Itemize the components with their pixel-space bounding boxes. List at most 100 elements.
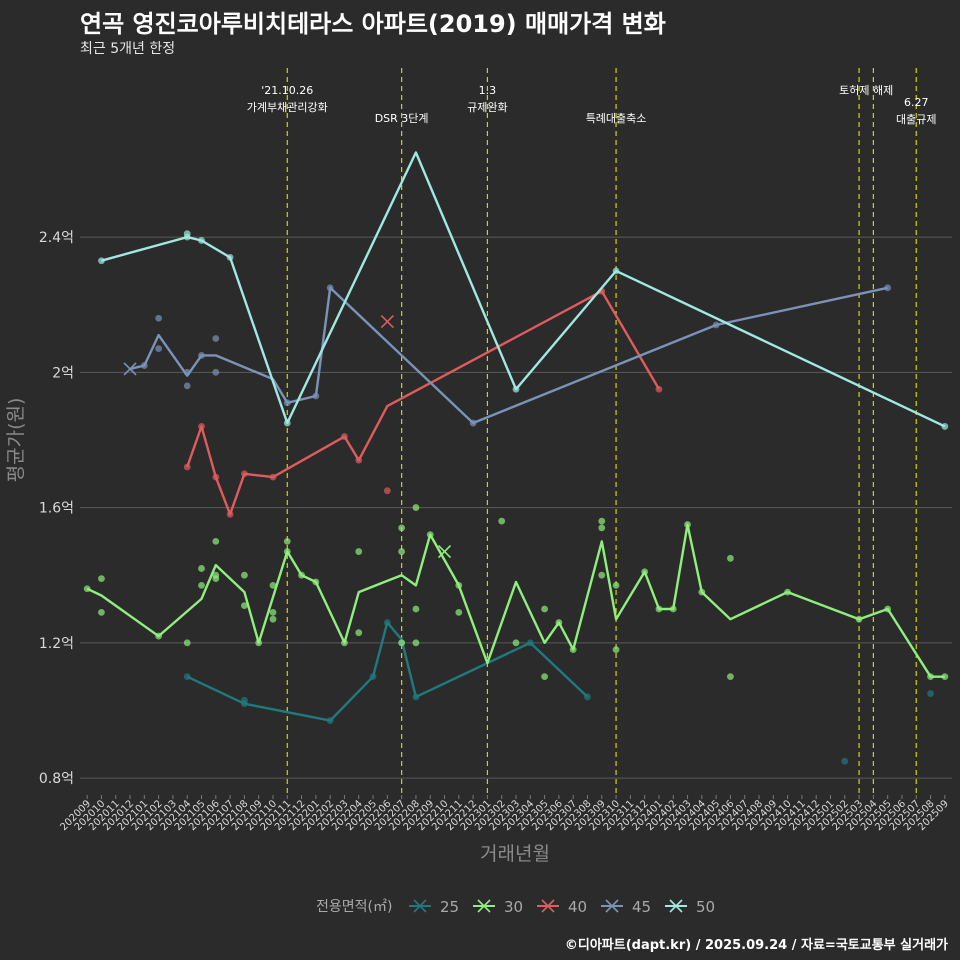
point-30-43	[641, 568, 649, 576]
point-30-0	[83, 585, 91, 593]
point-25-2	[240, 700, 248, 708]
cross-30-0	[437, 544, 452, 559]
legend-label-25: 25	[440, 898, 459, 916]
point-30-45	[669, 605, 677, 613]
point-30-29	[426, 531, 434, 539]
legend: 전용면적(㎡) 25 30 40 45 50	[316, 898, 715, 916]
y-tick-label-2: 1.6억	[39, 501, 74, 517]
point-30-27	[412, 605, 420, 613]
point-30-32	[498, 517, 506, 525]
y-axis-title: 평균가(원)	[5, 398, 27, 483]
point-30-38	[598, 517, 606, 525]
point-45-12	[712, 321, 720, 329]
legend-cross-50	[669, 899, 683, 913]
point-45-13	[884, 284, 892, 292]
point-40-6	[341, 433, 348, 440]
point-30-10	[240, 571, 248, 579]
series-layer	[83, 151, 949, 765]
series-line-50	[101, 151, 946, 428]
policy-lines-layer	[286, 68, 917, 795]
point-45-8	[283, 399, 291, 407]
point-30-3	[155, 632, 163, 640]
point-30-42	[612, 646, 620, 653]
point-30-14	[269, 609, 277, 616]
point-30-2	[98, 609, 105, 616]
annotation-3-line-0: 특례대출축소	[586, 112, 647, 125]
annotation-5-line-1: 대출규제	[896, 113, 936, 126]
point-30-39	[598, 524, 606, 532]
point-25-0	[183, 673, 191, 681]
point-40-0	[183, 463, 191, 471]
point-30-35	[541, 673, 548, 681]
point-45-10	[326, 284, 334, 292]
point-30-50	[784, 588, 792, 596]
y-tick-label-3: 2억	[52, 365, 74, 381]
annotation-0-line-1: 가계부채관리강화	[247, 101, 328, 114]
point-25-10	[841, 757, 849, 765]
point-45-9	[312, 392, 320, 400]
point-30-49	[727, 673, 734, 681]
y-tick-label-0: 0.8억	[39, 771, 74, 787]
point-45-0	[140, 362, 148, 369]
cross-45-0	[123, 362, 137, 376]
legend-title: 전용면적(㎡)	[316, 899, 392, 915]
legend-label-40: 40	[568, 898, 587, 916]
point-30-44	[655, 605, 663, 613]
legend-cross-30	[477, 899, 491, 913]
point-45-1	[155, 314, 163, 322]
point-30-25	[398, 639, 406, 647]
point-30-15	[269, 615, 277, 623]
legend-label-45: 45	[632, 898, 651, 916]
point-30-53	[927, 673, 934, 681]
legend-cross-25	[413, 899, 427, 913]
point-30-51	[855, 615, 863, 623]
point-40-5	[269, 473, 277, 481]
point-30-4	[183, 639, 191, 647]
point-30-7	[212, 537, 220, 545]
chart-subtitle: 최근 5개년 한정	[80, 41, 176, 57]
legend-label-50: 50	[696, 898, 715, 916]
point-50-0	[98, 257, 105, 265]
annotation-1-line-0: DSR 3단계	[375, 112, 429, 125]
series-line-45	[129, 286, 888, 425]
series-25	[183, 619, 934, 765]
point-30-1	[98, 575, 105, 582]
point-30-46	[684, 521, 691, 528]
point-30-26	[412, 504, 420, 511]
point-30-47	[698, 588, 706, 596]
point-50-8	[941, 423, 949, 430]
y-tick-label-4: 2.4억	[39, 230, 74, 246]
annotation-2-line-0: 1.3	[479, 84, 497, 97]
point-40-1	[198, 423, 205, 430]
point-30-41	[612, 581, 620, 589]
point-50-6	[512, 385, 520, 393]
point-30-18	[298, 571, 305, 579]
point-45-3	[183, 368, 191, 376]
point-30-9	[212, 575, 220, 582]
cross-40-0	[380, 315, 394, 329]
point-40-2	[212, 473, 220, 481]
point-40-3	[226, 510, 234, 518]
point-30-30	[455, 609, 463, 616]
point-40-8	[383, 487, 391, 495]
series-40	[183, 287, 663, 518]
series-50	[98, 151, 949, 430]
x-axis-title: 거래년월	[480, 843, 550, 865]
point-30-5	[198, 565, 205, 572]
point-40-10	[655, 385, 663, 393]
point-25-4	[369, 673, 377, 681]
series-line-25	[186, 621, 589, 722]
point-25-8	[526, 639, 534, 647]
chart-caption: ©디아파트(dapt.kr) / 2025.09.24 / 자료=국토교통부 실…	[564, 938, 948, 953]
annotation-5-line-0: 6.27	[904, 96, 929, 109]
point-30-28	[412, 639, 420, 647]
point-30-24	[398, 548, 406, 555]
annotation-4-line-0: 토허제 해제	[839, 83, 893, 97]
legend-cross-45	[605, 899, 619, 913]
point-30-36	[555, 619, 563, 626]
annotation-0-line-0: '21.10.26	[261, 84, 313, 97]
point-25-7	[412, 693, 420, 701]
point-40-7	[355, 456, 363, 464]
x-axis: 2020092020102020112020122021012021022021…	[58, 795, 951, 833]
